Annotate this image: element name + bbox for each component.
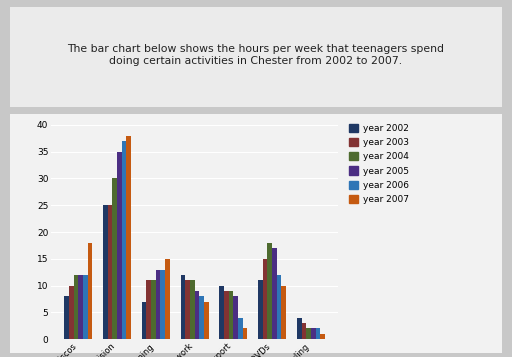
- Bar: [185, 280, 190, 339]
- Bar: [160, 270, 165, 339]
- Bar: [195, 291, 199, 339]
- Bar: [263, 259, 267, 339]
- Bar: [238, 318, 243, 339]
- Bar: [156, 270, 160, 339]
- Bar: [69, 286, 74, 339]
- Bar: [88, 243, 92, 339]
- Bar: [142, 302, 146, 339]
- Bar: [272, 248, 277, 339]
- Bar: [122, 141, 126, 339]
- Bar: [151, 280, 156, 339]
- Bar: [267, 243, 272, 339]
- Bar: [233, 296, 238, 339]
- Bar: [165, 259, 170, 339]
- Bar: [190, 280, 195, 339]
- Bar: [219, 286, 224, 339]
- Bar: [224, 291, 229, 339]
- Text: The bar chart below shows the hours per week that teenagers spend
doing certain : The bar chart below shows the hours per …: [68, 44, 444, 66]
- Bar: [204, 302, 208, 339]
- Bar: [146, 280, 151, 339]
- Bar: [83, 275, 88, 339]
- Bar: [199, 296, 204, 339]
- Bar: [277, 275, 282, 339]
- Bar: [64, 296, 69, 339]
- Bar: [320, 334, 325, 339]
- Bar: [243, 328, 247, 339]
- Legend: year 2002, year 2003, year 2004, year 2005, year 2006, year 2007: year 2002, year 2003, year 2004, year 20…: [348, 122, 411, 206]
- Bar: [311, 328, 315, 339]
- Bar: [181, 275, 185, 339]
- Bar: [78, 275, 83, 339]
- Bar: [282, 286, 286, 339]
- Bar: [103, 205, 108, 339]
- Bar: [315, 328, 320, 339]
- Bar: [126, 136, 131, 339]
- Bar: [74, 275, 78, 339]
- Bar: [258, 280, 263, 339]
- Bar: [297, 318, 302, 339]
- Bar: [112, 178, 117, 339]
- Bar: [306, 328, 311, 339]
- Bar: [117, 152, 122, 339]
- Bar: [302, 323, 306, 339]
- Bar: [108, 205, 112, 339]
- Bar: [229, 291, 233, 339]
